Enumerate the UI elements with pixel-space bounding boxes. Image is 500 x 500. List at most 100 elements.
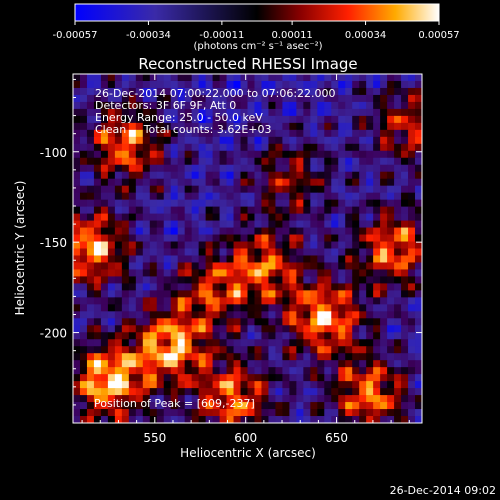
heatmap-cell	[275, 115, 283, 124]
heatmap-cell	[289, 248, 297, 256]
heatmap-cell	[289, 283, 297, 291]
heatmap-cell	[401, 87, 409, 96]
heatmap-cell	[86, 248, 95, 256]
heatmap-cell	[310, 388, 318, 396]
heatmap-cell	[380, 360, 388, 368]
heatmap-cell	[387, 129, 395, 138]
heatmap-cell	[401, 395, 409, 403]
heatmap-cell	[352, 185, 360, 194]
heatmap-cell	[394, 297, 402, 305]
heatmap-cell	[212, 171, 220, 180]
heatmap-cell	[163, 206, 172, 214]
heatmap-cell	[156, 143, 165, 152]
heatmap-cell	[149, 122, 158, 131]
heatmap-cell	[359, 311, 367, 319]
heatmap-cell	[100, 395, 109, 403]
heatmap-cell	[142, 199, 151, 208]
heatmap-cell	[345, 234, 353, 242]
heatmap-cell	[163, 241, 172, 249]
heatmap-cell	[198, 367, 207, 375]
heatmap-cell	[359, 367, 367, 375]
heatmap-cell	[254, 276, 262, 284]
heatmap-cell	[387, 325, 395, 333]
heatmap-cell	[275, 94, 283, 103]
heatmap-cell	[401, 122, 409, 131]
heatmap-cell	[317, 360, 325, 368]
heatmap-cell	[275, 360, 283, 368]
heatmap-cell	[387, 108, 395, 117]
heatmap-cell	[205, 101, 213, 110]
heatmap-cell	[401, 206, 409, 214]
heatmap-cell	[415, 360, 422, 368]
heatmap-cell	[73, 304, 81, 312]
heatmap-cell	[86, 409, 95, 417]
heatmap-cell	[345, 416, 353, 423]
heatmap-cell	[86, 311, 95, 319]
heatmap-cell	[156, 101, 165, 110]
heatmap-cell	[338, 164, 346, 173]
heatmap-cell	[177, 129, 186, 138]
heatmap-cell	[415, 304, 422, 312]
heatmap-cell	[247, 192, 255, 201]
heatmap-cell	[121, 220, 130, 228]
heatmap-cell	[296, 94, 304, 103]
heatmap-cell	[415, 206, 422, 214]
heatmap-cell	[268, 241, 276, 249]
heatmap-cell	[310, 171, 318, 180]
heatmap-cell	[282, 367, 290, 375]
heatmap-cell	[359, 206, 367, 214]
heatmap-cell	[247, 164, 255, 173]
heatmap-cell	[254, 402, 262, 410]
heatmap-cell	[275, 318, 283, 326]
heatmap-cell	[156, 108, 165, 117]
heatmap-cell	[100, 80, 109, 89]
heatmap-cell	[240, 248, 248, 256]
heatmap-cell	[359, 94, 367, 103]
heatmap-cell	[135, 206, 144, 214]
heatmap-cell	[240, 101, 248, 110]
heatmap-cell	[317, 220, 325, 228]
heatmap-cell	[156, 115, 165, 124]
heatmap-image	[73, 74, 422, 423]
heatmap-cell	[359, 402, 367, 410]
heatmap-cell	[331, 122, 339, 131]
heatmap-cell	[212, 304, 220, 312]
heatmap-cell	[254, 304, 262, 312]
heatmap-cell	[121, 164, 130, 173]
heatmap-cell	[373, 353, 381, 361]
heatmap-cell	[387, 346, 395, 354]
heatmap-cell	[331, 206, 339, 214]
heatmap-cell	[226, 409, 234, 417]
heatmap-cell	[408, 143, 416, 152]
heatmap-cell	[107, 311, 116, 319]
heatmap-cell	[408, 388, 416, 396]
heatmap-cell	[338, 192, 346, 201]
heatmap-cell	[324, 122, 332, 131]
heatmap-cell	[184, 129, 193, 138]
heatmap-cell	[128, 101, 137, 110]
heatmap-cell	[401, 136, 409, 145]
heatmap-cell	[177, 241, 186, 249]
heatmap-cell	[107, 269, 116, 277]
heatmap-cell	[240, 346, 248, 354]
heatmap-cell	[219, 269, 227, 277]
heatmap-cell	[254, 143, 262, 152]
heatmap-cell	[212, 74, 220, 82]
heatmap-cell	[184, 346, 193, 354]
heatmap-cell	[394, 220, 402, 228]
heatmap-cell	[219, 290, 227, 298]
heatmap-cell	[366, 262, 374, 270]
heatmap-cell	[331, 213, 339, 221]
heatmap-cell	[170, 129, 179, 138]
heatmap-cell	[296, 192, 304, 201]
heatmap-cell	[394, 227, 402, 235]
heatmap-cell	[380, 255, 388, 263]
heatmap-cell	[408, 213, 416, 221]
heatmap-cell	[135, 164, 144, 173]
heatmap-cell	[282, 297, 290, 305]
heatmap-cell	[359, 290, 367, 298]
heatmap-cell	[254, 157, 262, 166]
heatmap-cell	[303, 108, 311, 117]
heatmap-cell	[198, 206, 207, 214]
heatmap-cell	[415, 311, 422, 319]
